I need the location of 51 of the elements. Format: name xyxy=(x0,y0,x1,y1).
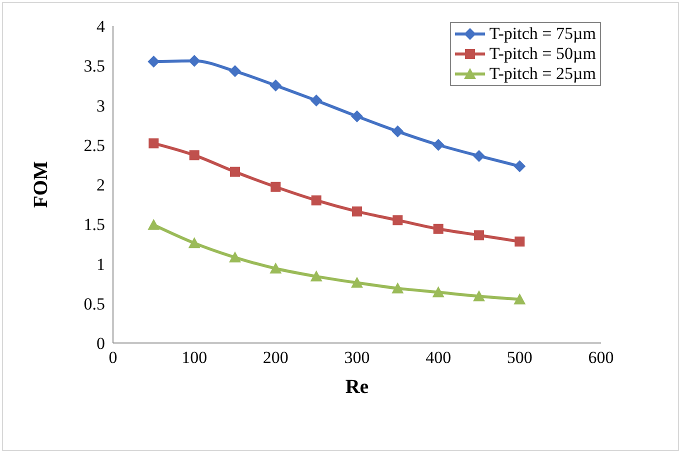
point xyxy=(432,138,444,151)
point xyxy=(188,54,200,67)
y-tick-label: 1 xyxy=(96,254,105,274)
y-tick-label: 0 xyxy=(96,334,105,354)
point xyxy=(514,293,526,304)
point xyxy=(311,195,322,206)
x-axis-title: Re xyxy=(345,376,369,398)
point xyxy=(351,276,363,288)
point xyxy=(352,206,362,216)
point xyxy=(392,215,403,226)
point xyxy=(270,262,282,274)
point xyxy=(473,290,485,302)
point xyxy=(148,218,160,230)
y-tick-label: 1.5 xyxy=(84,215,105,234)
legend-label: T-pitch = 50µm xyxy=(489,44,596,64)
point xyxy=(189,150,200,160)
point xyxy=(148,138,159,148)
point xyxy=(270,182,281,192)
point xyxy=(310,270,322,282)
point xyxy=(392,125,404,138)
x-tick-label: 100 xyxy=(182,348,208,368)
x-tick-label: 600 xyxy=(588,348,614,368)
legend-label: T-pitch = 25µm xyxy=(489,64,596,84)
y-tick-label: 0.5 xyxy=(84,294,105,314)
x-tick-label: 300 xyxy=(344,348,370,368)
x-tick-label: 400 xyxy=(426,348,452,368)
y-axis-title: FOM xyxy=(30,161,52,208)
x-tick-label: 200 xyxy=(262,348,288,368)
x-tick-label: 0 xyxy=(108,348,118,368)
y-tick-label: 3 xyxy=(96,96,105,116)
point xyxy=(229,65,241,78)
point xyxy=(230,166,240,177)
point xyxy=(310,94,322,106)
point xyxy=(432,286,444,298)
point xyxy=(514,160,526,172)
y-tick-label: 4 xyxy=(96,17,106,36)
y-tick-label: 2.5 xyxy=(84,136,105,155)
y-tick-label: 2 xyxy=(96,176,105,195)
point xyxy=(433,224,444,234)
point xyxy=(229,251,241,262)
point xyxy=(473,150,485,162)
x-tick-label: 500 xyxy=(506,348,532,368)
point xyxy=(392,282,404,294)
point xyxy=(474,230,484,240)
legend-label: T-pitch = 75µm xyxy=(489,24,596,44)
point xyxy=(514,236,525,247)
y-tick-label: 3.5 xyxy=(84,56,105,76)
point xyxy=(188,237,200,248)
point xyxy=(148,56,160,68)
point xyxy=(351,110,363,122)
point xyxy=(270,79,282,92)
